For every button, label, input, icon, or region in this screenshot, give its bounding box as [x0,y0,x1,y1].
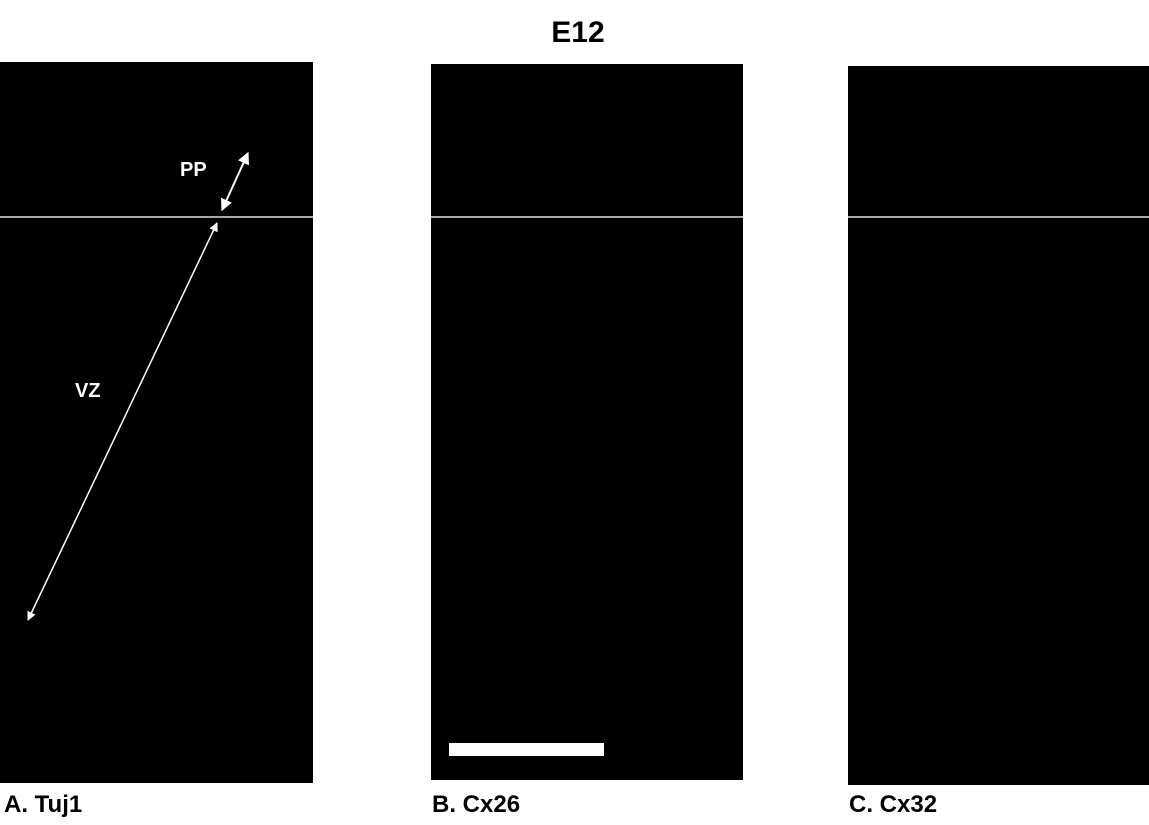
figure: E12 PP VZ A. Tuj1 B. Cx26 C. Cx32 [0,0,1149,820]
panel-b: B. Cx26 [431,64,743,818]
micrograph [431,64,743,780]
panel-label: A. Tuj1 [4,791,82,818]
panel-label: C. Cx32 [849,791,937,818]
micrograph [0,62,313,783]
scale-bar [449,743,604,756]
annotation: VZ [75,380,101,402]
panel-label: B. Cx26 [432,791,520,818]
annotation: PP [180,159,207,181]
figure-title: E12 [551,16,604,49]
panel-a: PP VZ A. Tuj1 [0,62,313,818]
micrograph [848,66,1149,785]
panel-c: C. Cx32 [848,66,1149,818]
